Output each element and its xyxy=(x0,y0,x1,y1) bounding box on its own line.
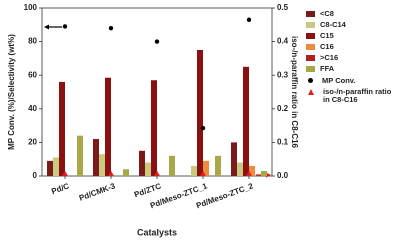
y2-axis-title: iso-/n-paraffin ratio in C8-C16 xyxy=(290,36,299,149)
x-tick-label: Pd/CMK-3 xyxy=(78,181,117,203)
legend-label: C16 xyxy=(320,42,334,52)
legend-swatch xyxy=(308,88,314,95)
bar xyxy=(169,155,175,176)
legend-swatch xyxy=(306,66,315,73)
mp-conv-point xyxy=(108,25,114,31)
mp-conv-point xyxy=(246,17,252,22)
ratio-point xyxy=(200,170,206,176)
x-axis-title: Catalysts xyxy=(137,227,177,237)
y-axis-title: MP Conv. (%)/Selectivity (wt%) xyxy=(7,34,16,150)
bar xyxy=(197,50,203,176)
legend-label: C8-C14 xyxy=(320,20,346,30)
legend-swatch xyxy=(306,44,315,51)
ratio-point xyxy=(246,170,252,176)
y2-tick-label: 0.1 xyxy=(277,138,289,147)
legend-swatch xyxy=(306,33,315,40)
legend-label: MP Conv. xyxy=(322,75,356,85)
x-tick-label: Pd/C xyxy=(50,181,70,196)
bar xyxy=(139,150,145,176)
mp-conv-point xyxy=(62,24,68,29)
bar xyxy=(53,157,59,176)
bar xyxy=(203,160,209,176)
legend-swatch xyxy=(306,22,315,29)
legend-label: FFA xyxy=(320,64,335,74)
y-tick-label: 80 xyxy=(28,37,37,46)
legend-swatch xyxy=(306,55,315,62)
y-tick-label: 100 xyxy=(24,3,38,12)
bar xyxy=(59,81,65,176)
bar xyxy=(191,165,197,176)
legend-label: >C16 xyxy=(320,53,339,63)
mp-conv-point xyxy=(200,125,206,131)
legend-label: C15 xyxy=(320,31,334,41)
bar xyxy=(243,66,249,176)
legend-item: <C8 xyxy=(306,9,396,19)
legend-item: C15 xyxy=(306,32,396,41)
y2-tick-label: 0.2 xyxy=(277,104,289,113)
bar xyxy=(261,170,267,176)
bar xyxy=(231,142,237,176)
y2-tick-label: 0.3 xyxy=(277,70,289,79)
legend: <C8 C8-C14 C15 C16 >C16 FFA MP Conv. iso-/n-par… xyxy=(306,9,396,107)
ratio-point xyxy=(108,170,114,176)
legend-item: MP Conv. xyxy=(306,75,396,86)
bar xyxy=(93,139,99,176)
x-tick-label: Pd/ZTC xyxy=(133,181,163,199)
bar xyxy=(47,160,53,176)
y-tick-label: 60 xyxy=(28,70,37,79)
mp-conv-point xyxy=(154,39,160,44)
bar xyxy=(215,155,221,176)
bar xyxy=(99,154,105,176)
y-tick-label: 0 xyxy=(33,171,38,180)
bar xyxy=(123,169,129,176)
bar xyxy=(77,135,83,176)
ratio-point xyxy=(62,170,68,176)
legend-swatch xyxy=(308,78,313,84)
bar xyxy=(145,162,151,176)
legend-swatch xyxy=(306,11,315,17)
y2-tick-label: 0.5 xyxy=(277,3,289,12)
legend-label: <C8 xyxy=(320,9,334,18)
bar xyxy=(249,165,255,176)
bar xyxy=(151,80,157,176)
y-tick-label: 40 xyxy=(28,104,37,113)
legend-item: FFA xyxy=(306,65,396,74)
y2-tick-label: 0.4 xyxy=(277,37,289,46)
legend-item: C8-C14 xyxy=(306,21,396,30)
legend-item: >C16 xyxy=(306,54,396,63)
y2-tick-label: 0.0 xyxy=(277,171,289,180)
ratio-point xyxy=(154,170,160,176)
bar xyxy=(105,77,111,176)
legend-item: C16 xyxy=(306,43,396,52)
bar xyxy=(237,162,243,176)
legend-label: iso-/n-paraffin ratio in C8-C16 xyxy=(323,86,392,105)
legend-item: iso-/n-paraffin ratio in C8-C16 xyxy=(306,86,396,105)
arrow-left xyxy=(44,24,62,30)
y-tick-label: 20 xyxy=(28,138,37,147)
